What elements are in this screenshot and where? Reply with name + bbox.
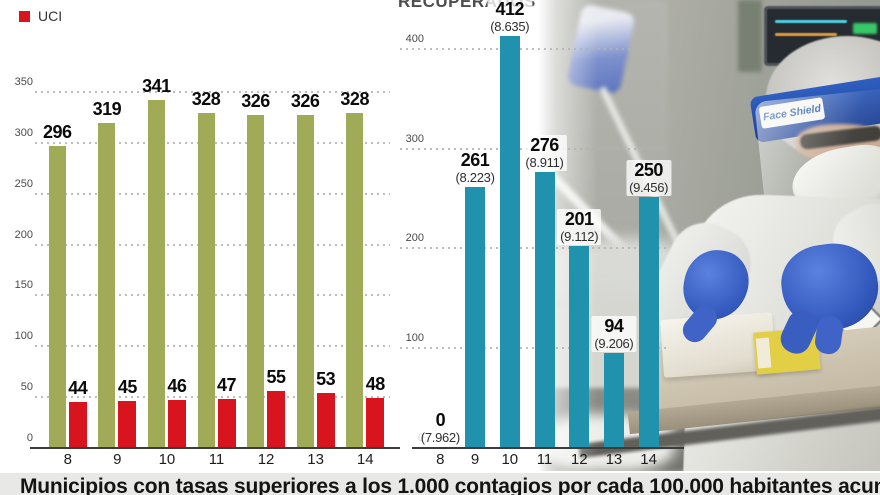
value-number: 250 bbox=[634, 160, 663, 180]
value-number: 261 bbox=[460, 150, 490, 170]
value-label-uci-11: 47 bbox=[216, 375, 237, 395]
bar-uci-9 bbox=[118, 401, 137, 447]
x-tick-9: 9 bbox=[470, 451, 480, 468]
value-label-uci-10: 46 bbox=[167, 376, 187, 396]
x-tick-12: 12 bbox=[257, 451, 275, 468]
monitor-readout-green-icon bbox=[853, 23, 877, 34]
y-tick-200: 200 bbox=[405, 232, 424, 244]
y-tick-0: 0 bbox=[26, 432, 33, 444]
value-number: 94 bbox=[604, 316, 624, 336]
gridline-350 bbox=[35, 91, 390, 93]
value-label-uci-14: 48 bbox=[365, 374, 386, 394]
x-tick-8: 8 bbox=[436, 451, 445, 468]
bar-recuperados-9 bbox=[465, 187, 486, 447]
value-label-hospitalizados-8: 296 bbox=[43, 122, 72, 142]
bar-uci-11 bbox=[217, 399, 236, 447]
bar-recuperados-10 bbox=[499, 36, 520, 447]
headline: Municipios con tasas superiores a los 1.… bbox=[20, 475, 880, 495]
bar-recuperados-11 bbox=[534, 172, 555, 447]
value-number: 412 bbox=[495, 0, 525, 19]
y-tick-400: 400 bbox=[405, 33, 424, 45]
monitor-trace-orange-icon bbox=[775, 33, 837, 36]
value-label-hospitalizados-14: 328 bbox=[340, 89, 369, 109]
value-cumulative: (8.635) bbox=[490, 19, 530, 34]
value-cumulative: (8.223) bbox=[455, 170, 495, 185]
value-label-14: 250 (9.456) bbox=[626, 160, 672, 196]
y-tick-100: 100 bbox=[405, 332, 424, 344]
wall-post bbox=[738, 0, 762, 72]
value-label-13: 94 (9.206) bbox=[591, 316, 637, 352]
hospitalized-uci-bar-chart: UCI 0 50 100 150 200 250 300 350 8 296 44 9 319 45 10 3… bbox=[0, 0, 412, 472]
bar-uci-13 bbox=[316, 393, 335, 447]
uci-legend-swatch bbox=[19, 10, 30, 22]
chart-title: RECUPERADOS bbox=[398, 0, 536, 11]
value-label-hospitalizados-9: 319 bbox=[92, 99, 122, 119]
value-label-hospitalizados-11: 328 bbox=[191, 89, 221, 109]
monitor-trace-cyan-icon bbox=[775, 20, 847, 23]
bar-uci-14 bbox=[366, 398, 385, 447]
x-tick-8: 8 bbox=[63, 451, 72, 468]
yellow-box-label bbox=[755, 337, 772, 369]
y-tick-50: 50 bbox=[20, 381, 33, 393]
value-label-9: 261 (8.223) bbox=[452, 150, 498, 186]
y-tick-200: 200 bbox=[14, 229, 33, 241]
bar-hospitalizados-11 bbox=[197, 113, 215, 447]
gridline-400 bbox=[400, 48, 666, 50]
value-label-8: 0 (7.962) bbox=[417, 410, 463, 446]
value-cumulative: (9.112) bbox=[560, 229, 599, 244]
recovered-bar-chart: RECUPERADOS 010020030040080(7.962)9261(8… bbox=[398, 0, 690, 472]
y-tick-100: 100 bbox=[14, 330, 33, 342]
bar-hospitalizados-10 bbox=[147, 100, 165, 447]
y-tick-300: 300 bbox=[405, 133, 424, 145]
x-tick-10: 10 bbox=[158, 451, 176, 468]
bar-hospitalizados-8 bbox=[48, 146, 66, 447]
bar-uci-10 bbox=[167, 400, 186, 447]
gridline-100 bbox=[400, 347, 666, 349]
uci-legend-label: UCI bbox=[38, 8, 63, 24]
bar-hospitalizados-12 bbox=[247, 115, 265, 447]
headline-band: Municipios con tasas superiores a los 1.… bbox=[0, 473, 880, 495]
y-tick-350: 350 bbox=[14, 76, 33, 88]
bar-recuperados-12 bbox=[569, 246, 590, 447]
value-label-hospitalizados-12: 326 bbox=[241, 91, 270, 111]
value-label-10: 412 (8.635) bbox=[487, 0, 533, 35]
bar-hospitalizados-14 bbox=[346, 113, 364, 447]
value-cumulative: (7.962) bbox=[420, 430, 460, 445]
value-number: 276 bbox=[530, 135, 559, 155]
value-cumulative: (9.206) bbox=[594, 336, 634, 351]
x-tick-14: 14 bbox=[640, 451, 657, 468]
chart-legend: UCI bbox=[19, 8, 62, 24]
x-tick-14: 14 bbox=[356, 451, 374, 468]
value-cumulative: (9.456) bbox=[629, 180, 669, 195]
y-tick-250: 250 bbox=[14, 178, 33, 190]
bar-recuperados-14 bbox=[638, 197, 659, 447]
x-axis-line bbox=[30, 447, 400, 449]
value-label-11: 276 (8.911) bbox=[522, 135, 567, 171]
x-axis-line bbox=[412, 447, 684, 449]
bar-uci-12 bbox=[267, 391, 286, 447]
value-number: 0 bbox=[435, 410, 446, 430]
y-tick-150: 150 bbox=[14, 279, 33, 291]
value-label-uci-12: 55 bbox=[266, 367, 287, 387]
bar-hospitalizados-9 bbox=[98, 123, 116, 447]
x-tick-9: 9 bbox=[113, 451, 122, 468]
y-tick-300: 300 bbox=[14, 127, 33, 139]
value-label-hospitalizados-10: 341 bbox=[142, 76, 171, 96]
bar-recuperados-13 bbox=[603, 353, 624, 447]
x-tick-13: 13 bbox=[307, 451, 324, 468]
x-tick-11: 11 bbox=[208, 451, 225, 468]
bar-hospitalizados-13 bbox=[296, 115, 314, 447]
value-number: 201 bbox=[564, 209, 594, 229]
value-label-uci-13: 53 bbox=[316, 369, 336, 389]
value-label-uci-9: 45 bbox=[117, 377, 138, 397]
gridline-200 bbox=[400, 247, 666, 249]
x-tick-10: 10 bbox=[501, 451, 519, 468]
value-label-12: 201 (9.112) bbox=[557, 209, 602, 245]
value-label-uci-8: 44 bbox=[68, 378, 88, 398]
bar-uci-8 bbox=[68, 402, 87, 447]
value-cumulative: (8.911) bbox=[525, 155, 564, 170]
value-label-hospitalizados-13: 326 bbox=[290, 91, 320, 111]
